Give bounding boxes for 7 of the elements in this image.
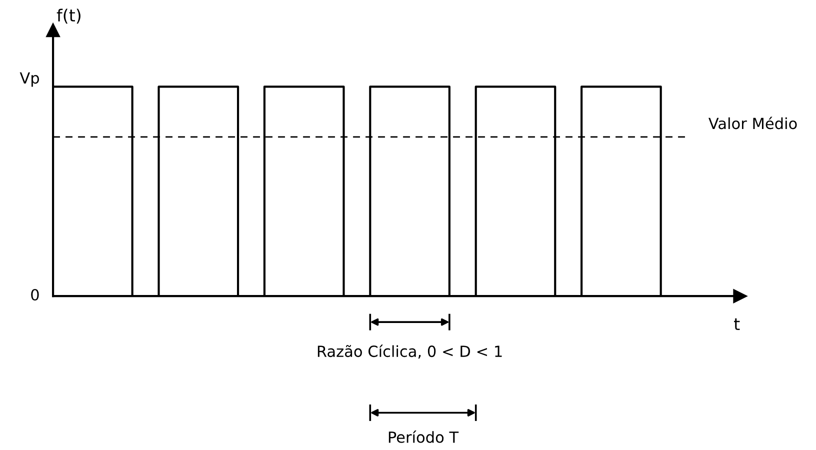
x-axis-title: t [734,318,740,330]
text: Período T [388,430,459,443]
text: Razão Cíclica, 0 < D < 1 [318,344,502,359]
text: 0 [31,288,39,301]
y-axis-title: f(t) [56,8,80,24]
ref-line-label: Valor Médio [708,116,797,130]
text: Vp [20,72,39,87]
